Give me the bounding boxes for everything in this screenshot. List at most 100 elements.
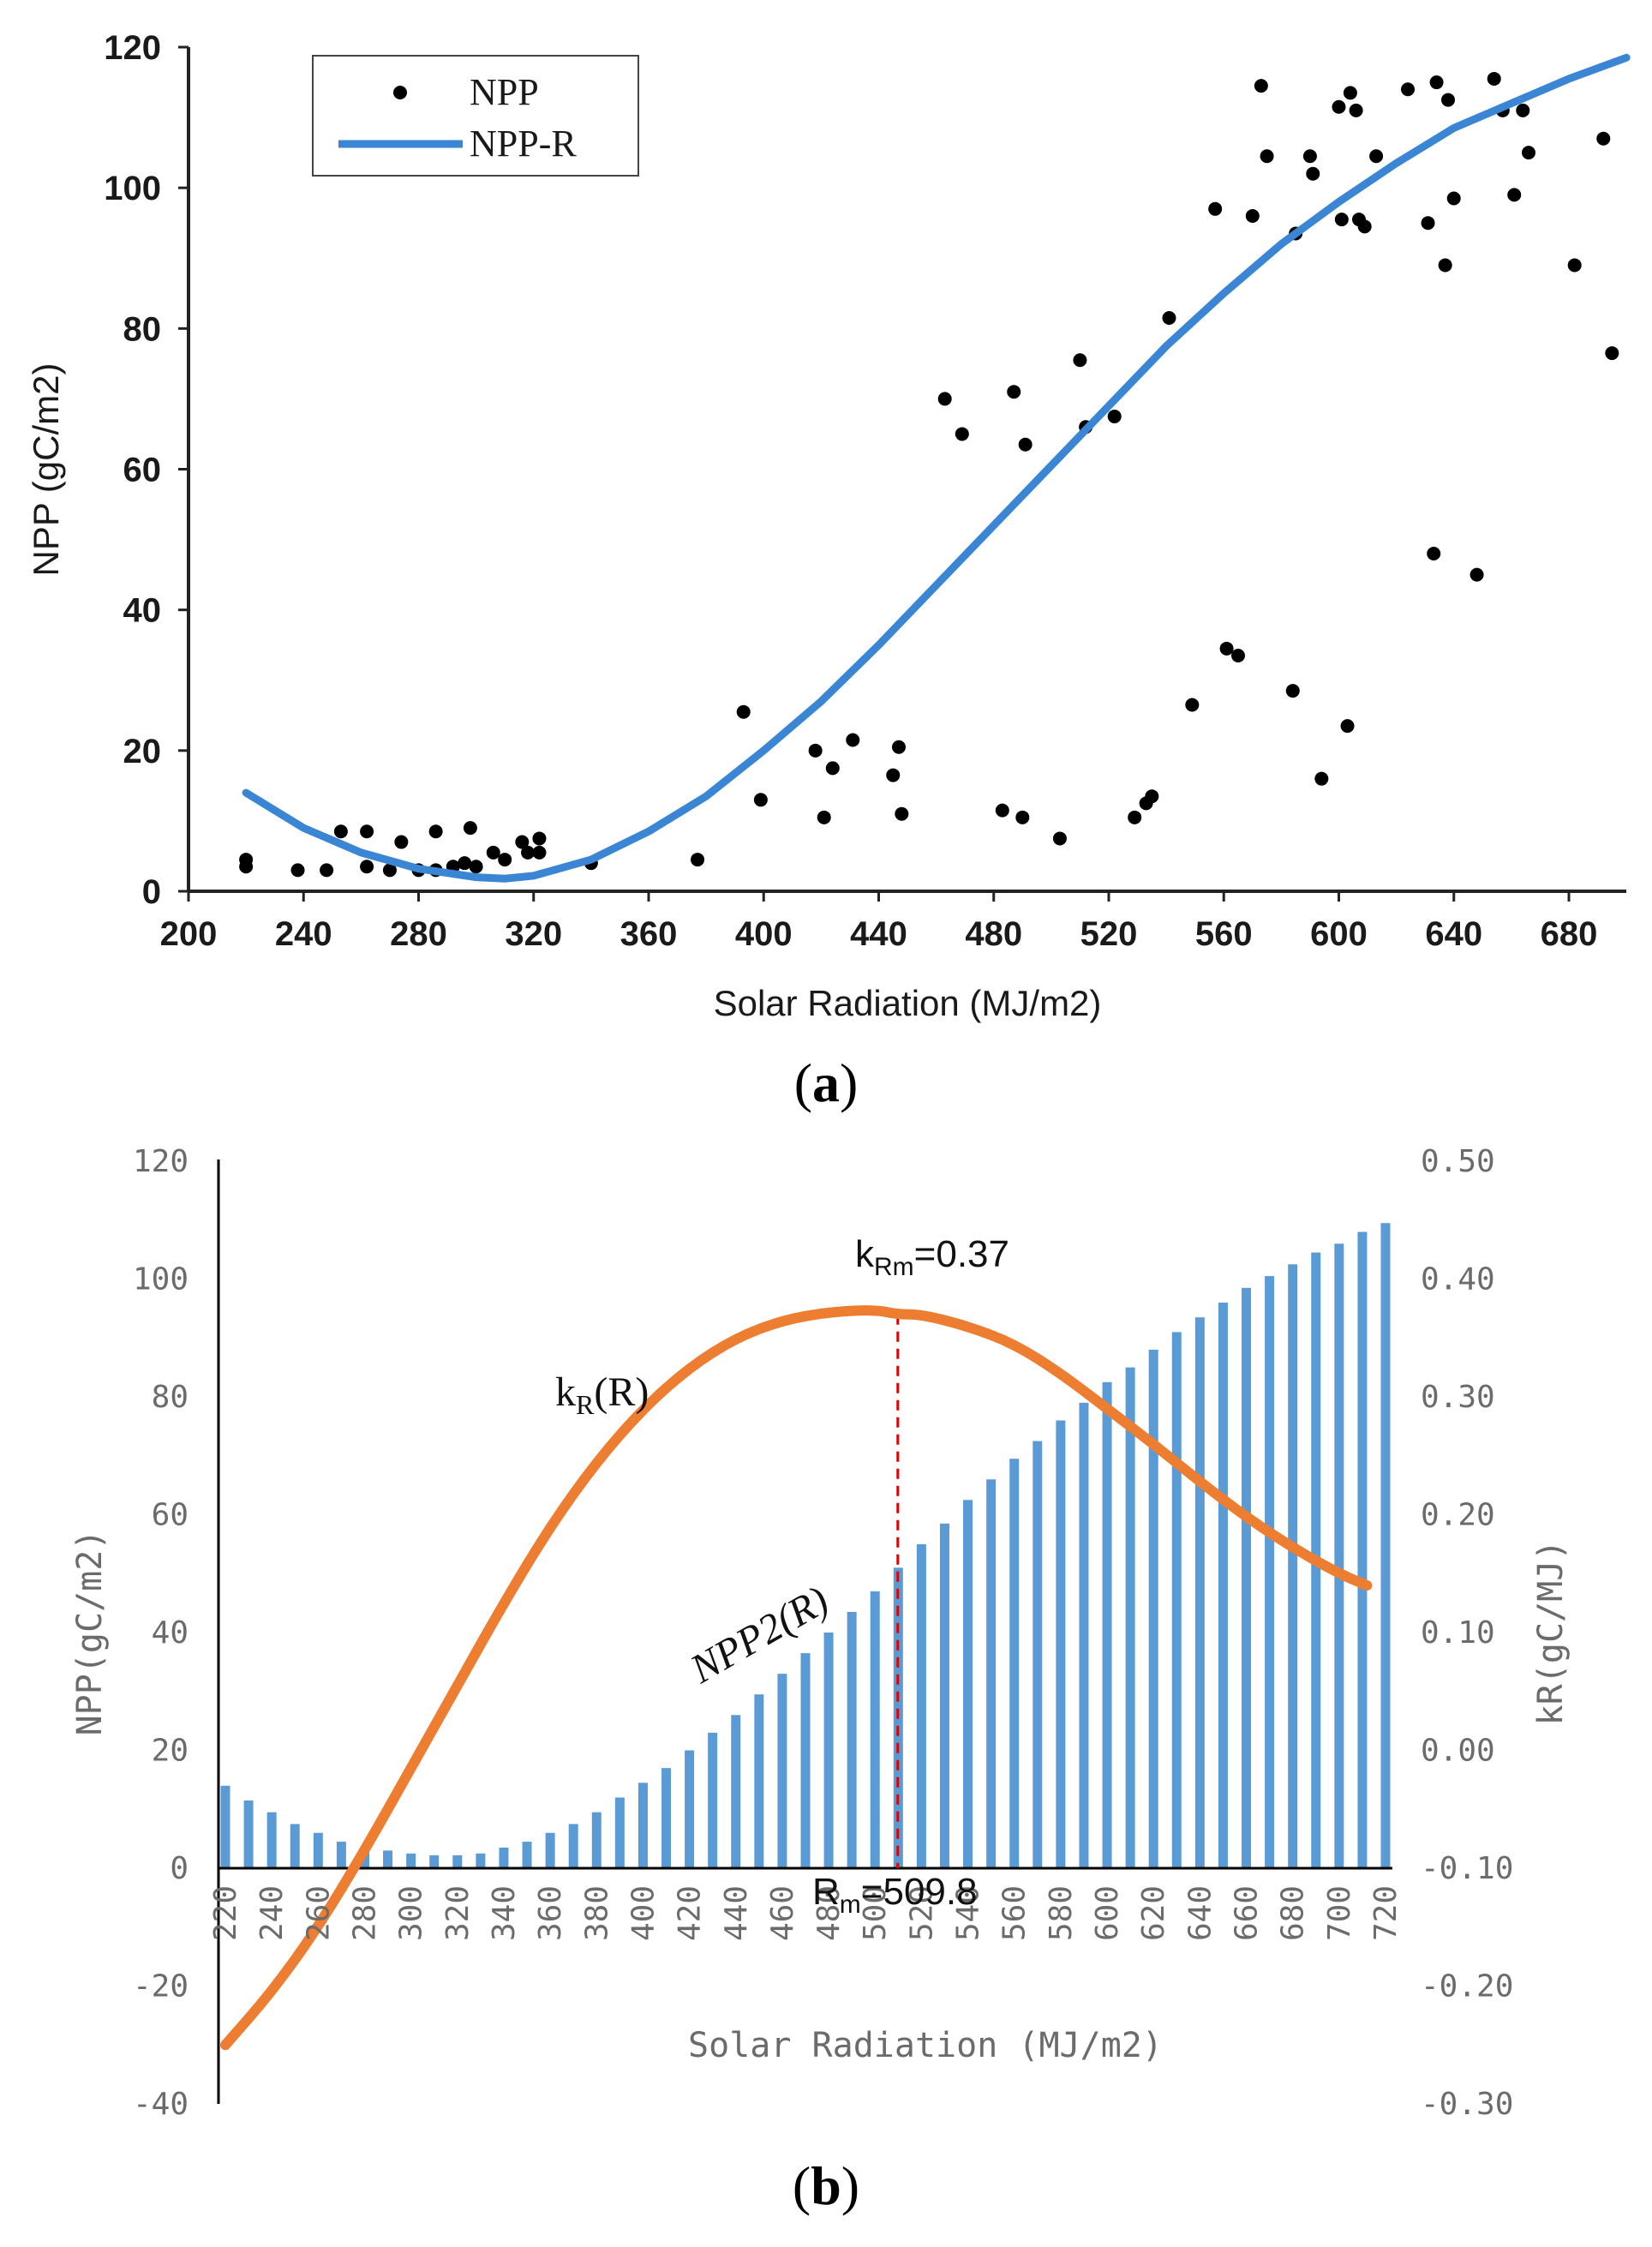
- b-bar: [1380, 1223, 1391, 1868]
- a-point: [955, 427, 969, 441]
- b-right-y-tick-label: 0.10: [1421, 1615, 1495, 1651]
- b-bar: [1148, 1350, 1158, 1868]
- b-kr-label-main: k: [555, 1369, 576, 1415]
- a-point: [1507, 188, 1522, 202]
- a-point: [1334, 213, 1349, 227]
- b-bar: [406, 1853, 416, 1868]
- b-x-tick-label: 320: [440, 1885, 476, 1941]
- a-point: [1521, 146, 1535, 160]
- b-bar: [754, 1694, 764, 1868]
- a-point: [1314, 771, 1329, 786]
- a-point: [1596, 131, 1611, 146]
- b-bar: [1357, 1231, 1368, 1868]
- b-bar: [522, 1842, 532, 1868]
- b-x-tick-label: 700: [1322, 1885, 1357, 1941]
- panel-letter-b: b: [811, 2155, 841, 2216]
- b-x-tick-label: 600: [1090, 1885, 1125, 1941]
- b-kr-curve-label: kR(R): [555, 1369, 649, 1420]
- b-rm-label-sub: m: [840, 1890, 861, 1919]
- a-point: [1185, 698, 1200, 712]
- a-point: [691, 853, 705, 867]
- a-point: [937, 392, 952, 406]
- a-point: [736, 704, 751, 719]
- b-peak-label-sub: Rm: [874, 1253, 914, 1281]
- b-x-tick-label: 560: [997, 1885, 1032, 1941]
- b-bar: [476, 1853, 486, 1868]
- b-peak-label-tail: =0.37: [914, 1233, 1009, 1275]
- b-left-y-tick-label: 100: [133, 1262, 189, 1297]
- b-bar: [1194, 1317, 1205, 1868]
- b-rm-label-main: R: [812, 1871, 840, 1913]
- b-x-tick-label: 440: [719, 1885, 754, 1941]
- b-rm-label-tail: =509.8: [861, 1871, 978, 1913]
- b-bar: [313, 1832, 323, 1868]
- a-point: [1441, 93, 1456, 107]
- b-bar: [708, 1732, 718, 1868]
- b-bar: [1079, 1402, 1089, 1868]
- a-point: [1605, 346, 1619, 361]
- a-legend: NPP NPP-R: [312, 55, 639, 177]
- b-left-y-tick-label: -20: [133, 1969, 189, 2004]
- b-bar: [986, 1479, 997, 1868]
- b-bar: [1242, 1287, 1252, 1868]
- a-point: [394, 835, 409, 849]
- b-x-tick-label: 640: [1182, 1885, 1218, 1941]
- b-x-tick-label: 540: [951, 1885, 986, 1941]
- b-right-y-tick-label: 0.20: [1421, 1498, 1495, 1533]
- a-y-ticks: 0 20 40 60 80 100 120: [104, 29, 189, 911]
- a-point: [1343, 86, 1357, 100]
- b-right-y-tick-label: 0.30: [1421, 1380, 1495, 1415]
- panel-b: -40 -20 0 20 40 60 80 100 120 -0.30 -0.20 -0.10 0.0…: [70, 1144, 1571, 2216]
- b-bar: [1009, 1459, 1020, 1868]
- b-kr-label-tail: (R): [594, 1369, 649, 1415]
- a-y-tick-label: 0: [142, 873, 161, 911]
- b-x-tick-label: 340: [487, 1885, 522, 1941]
- b-bar: [266, 1812, 277, 1868]
- a-legend-npp: NPP: [470, 71, 539, 113]
- b-bar: [939, 1523, 949, 1868]
- b-bar: [336, 1842, 346, 1868]
- b-left-y-tick-label: 80: [152, 1380, 189, 1415]
- b-x-tick-label: 680: [1276, 1885, 1311, 1941]
- b-right-y-tick-label: -0.10: [1421, 1851, 1513, 1886]
- a-point: [360, 824, 374, 839]
- a-point: [458, 856, 472, 871]
- b-bar: [916, 1543, 926, 1868]
- a-point: [360, 860, 374, 874]
- b-left-y-ticks: -40 -20 0 20 40 60 80 100 120: [133, 1144, 189, 2122]
- b-bar: [823, 1633, 834, 1868]
- a-legend-point-marker: [393, 86, 407, 99]
- a-point: [1369, 149, 1384, 164]
- b-x-tick-label: 480: [811, 1885, 847, 1941]
- b-bar: [545, 1832, 555, 1868]
- b-x-ticks: 220 240 260 280 300 320 340 360 380 400 420 440 460 4…: [208, 1885, 1404, 1941]
- b-bar: [870, 1591, 880, 1868]
- a-fit-curve: [242, 53, 1631, 883]
- a-point: [290, 863, 305, 878]
- a-point: [1421, 216, 1435, 231]
- a-x-ticks: 200 240 280 320 360 400 440 480 520 560 600 640 680: [160, 891, 1598, 953]
- a-point: [521, 845, 536, 860]
- panel-label-a: (a): [794, 1052, 859, 1113]
- a-point: [1260, 149, 1274, 164]
- a-point: [846, 733, 860, 747]
- b-right-y-tick-label: -0.20: [1421, 1969, 1513, 2004]
- b-x-tick-label: 460: [765, 1885, 800, 1941]
- b-x-tick-label: 280: [347, 1885, 382, 1941]
- b-x-tick-label: 420: [673, 1885, 708, 1941]
- b-x-tick-label: 240: [254, 1885, 290, 1941]
- a-x-tick-label: 360: [620, 915, 678, 953]
- a-point: [1357, 219, 1372, 234]
- a-point: [1429, 75, 1444, 90]
- a-point: [532, 845, 547, 860]
- a-point: [463, 821, 477, 836]
- a-point: [1162, 311, 1176, 326]
- b-x-tick-label: 660: [1230, 1885, 1265, 1941]
- a-x-tick-label: 400: [735, 915, 793, 953]
- b-bar: [637, 1783, 648, 1868]
- a-x-tick-label: 680: [1541, 915, 1598, 953]
- panel-letter-a: a: [812, 1052, 840, 1113]
- b-bar: [1125, 1367, 1135, 1868]
- b-bar: [1288, 1264, 1298, 1868]
- b-bar: [1218, 1303, 1228, 1868]
